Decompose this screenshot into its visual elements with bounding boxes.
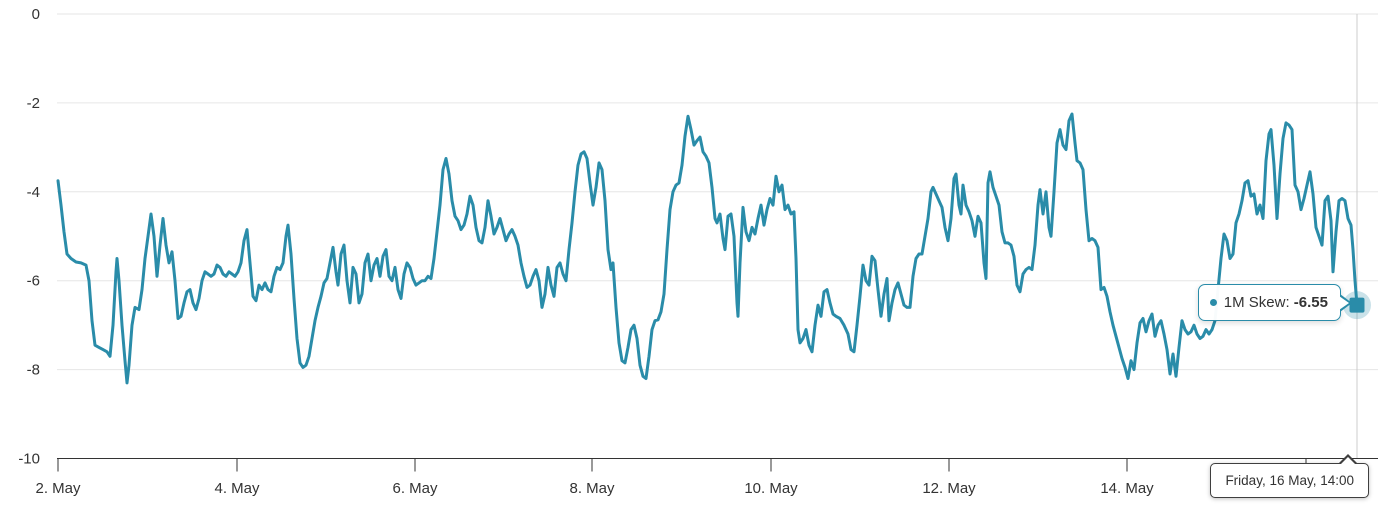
y-axis-label: -10 [18,451,40,468]
series-tooltip-value: -6.55 [1293,294,1328,311]
y-axis-label: -8 [27,362,40,379]
x-axis-label: 4. May [214,480,260,497]
series-path [56,112,1359,385]
marker-square[interactable] [1349,297,1365,313]
x-axis-label: 10. May [744,480,798,497]
x-axis-label: 6. May [392,480,438,497]
y-axis-labels: 0 -2 -4 -6 -8 -10 [18,6,40,468]
y-gridlines [57,13,1378,371]
y-axis-label: 0 [32,6,40,23]
series-tooltip-label: 1M Skew: -6.55 [1223,294,1328,311]
x-axis-label: 14. May [1100,480,1154,497]
x-axis-label: 2. May [35,480,81,497]
series-line [56,112,1359,385]
series-dot-icon [1209,299,1217,306]
x-axis-label: 8. May [569,480,615,497]
y-axis-label: -2 [27,95,40,112]
x-axis-label: 12. May [922,480,976,497]
y-axis-label: -4 [27,184,40,201]
date-tooltip-text: Friday, 16 May, 14:00 [1225,473,1354,488]
series-tooltip: 1M Skew: -6.55 [1197,284,1352,321]
x-axis [57,458,1378,472]
x-axis-labels: 2. May 4. May 6. May 8. May 10. May 12. May 14… [35,480,1333,497]
y-axis-label: -6 [27,273,40,290]
date-tooltip: Friday, 16 May, 14:00 [1210,454,1369,498]
